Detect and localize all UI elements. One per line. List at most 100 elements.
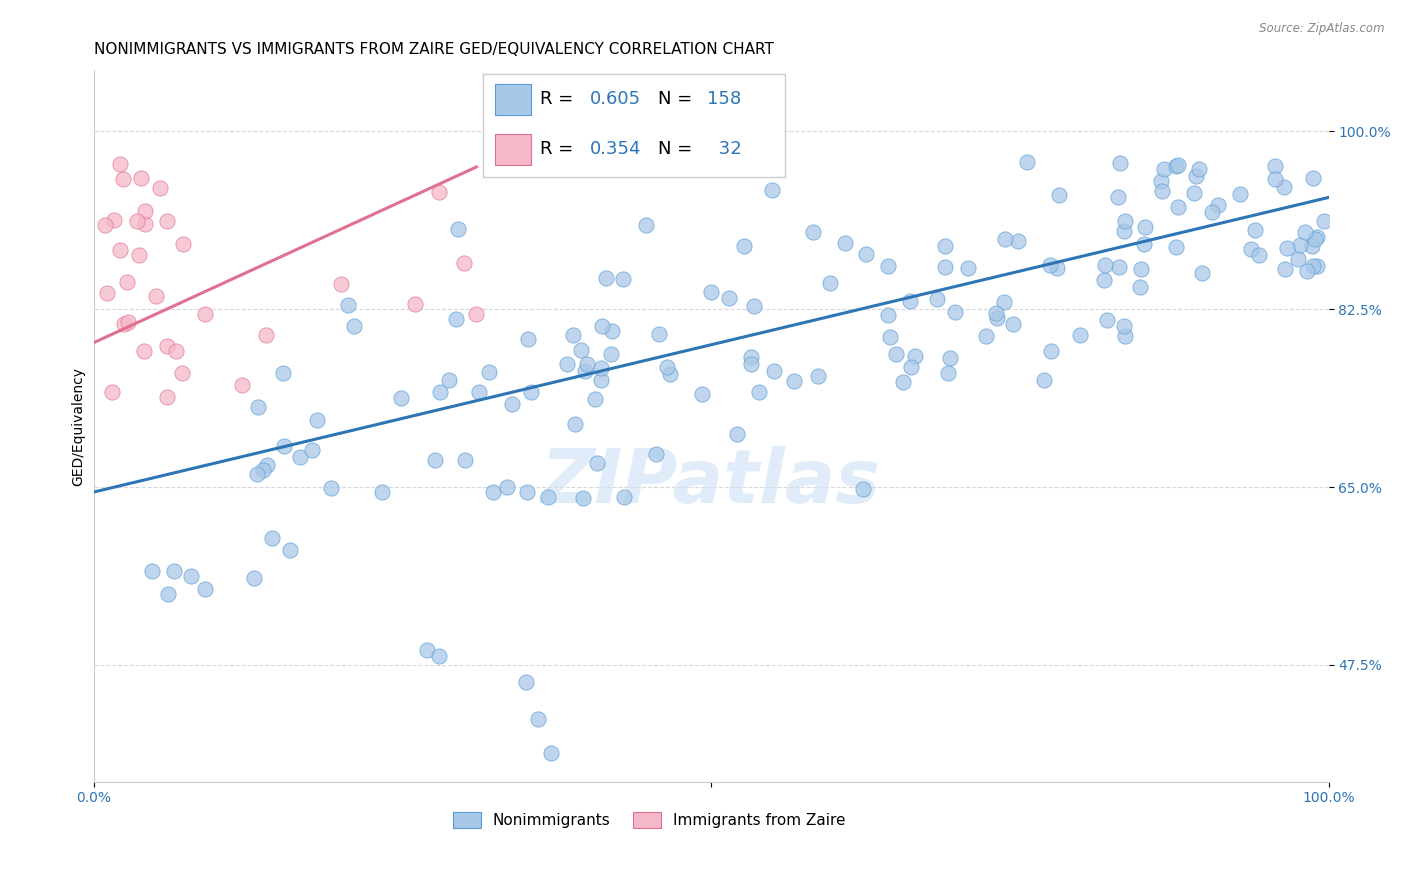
Point bbox=[342, 319, 364, 334]
Point bbox=[231, 378, 253, 392]
Text: ZIPatlas: ZIPatlas bbox=[541, 446, 882, 519]
Point bbox=[1272, 180, 1295, 194]
Point bbox=[527, 712, 550, 726]
Point bbox=[501, 397, 523, 411]
Point bbox=[591, 318, 613, 333]
Point bbox=[172, 366, 194, 380]
Point bbox=[761, 183, 783, 197]
Point bbox=[112, 317, 135, 331]
Point bbox=[1240, 242, 1263, 256]
Point bbox=[1188, 162, 1211, 177]
Point bbox=[877, 308, 900, 322]
Point bbox=[986, 311, 1008, 326]
Point bbox=[149, 180, 172, 194]
Point bbox=[243, 571, 266, 585]
Point bbox=[1264, 159, 1286, 173]
Point bbox=[690, 387, 713, 401]
Point bbox=[301, 443, 323, 458]
Point bbox=[389, 392, 412, 406]
Point bbox=[1108, 155, 1130, 169]
Point bbox=[884, 347, 907, 361]
Point bbox=[252, 463, 274, 477]
Point bbox=[748, 384, 770, 399]
Point bbox=[648, 326, 671, 341]
Point bbox=[1107, 190, 1129, 204]
Point bbox=[156, 214, 179, 228]
Point bbox=[733, 238, 755, 252]
Point bbox=[1286, 252, 1309, 266]
Point bbox=[110, 157, 132, 171]
Point bbox=[718, 291, 741, 305]
Point bbox=[515, 675, 537, 690]
Point bbox=[879, 329, 901, 343]
Point bbox=[1294, 226, 1316, 240]
Point bbox=[1167, 158, 1189, 172]
Point bbox=[516, 485, 538, 500]
Point bbox=[925, 292, 948, 306]
Point bbox=[1164, 240, 1187, 254]
Point bbox=[1108, 260, 1130, 274]
Point bbox=[256, 327, 278, 342]
Point bbox=[429, 186, 451, 200]
Point bbox=[1150, 174, 1173, 188]
Point bbox=[101, 385, 124, 400]
Point bbox=[655, 359, 678, 374]
Point bbox=[898, 293, 921, 308]
Point bbox=[939, 351, 962, 365]
Point bbox=[1095, 313, 1118, 327]
Point bbox=[934, 260, 956, 274]
Point bbox=[288, 450, 311, 464]
Point bbox=[904, 349, 927, 363]
Point bbox=[319, 481, 342, 495]
Point bbox=[852, 482, 875, 496]
Point bbox=[1206, 197, 1229, 211]
Point bbox=[478, 365, 501, 379]
Point bbox=[571, 343, 593, 358]
Point bbox=[1114, 224, 1136, 238]
Point bbox=[1182, 186, 1205, 201]
Point bbox=[1133, 220, 1156, 235]
Point bbox=[180, 569, 202, 583]
Point bbox=[165, 343, 187, 358]
Y-axis label: GED/Equivalency: GED/Equivalency bbox=[72, 367, 86, 485]
Point bbox=[1264, 171, 1286, 186]
Point bbox=[589, 361, 612, 376]
Point bbox=[454, 453, 477, 467]
Point bbox=[134, 217, 156, 231]
Point bbox=[984, 306, 1007, 320]
Point bbox=[446, 222, 468, 236]
Point bbox=[128, 248, 150, 262]
Point bbox=[425, 453, 447, 467]
Point bbox=[612, 271, 634, 285]
Point bbox=[96, 285, 118, 300]
Point bbox=[744, 299, 766, 313]
Point bbox=[156, 339, 179, 353]
Point bbox=[613, 490, 636, 504]
Point bbox=[893, 375, 915, 389]
Point bbox=[936, 367, 959, 381]
Legend: Nonimmigrants, Immigrants from Zaire: Nonimmigrants, Immigrants from Zaire bbox=[447, 806, 852, 835]
Point bbox=[600, 347, 623, 361]
Point bbox=[1191, 267, 1213, 281]
Point bbox=[516, 332, 538, 346]
Point bbox=[555, 357, 578, 371]
Point bbox=[1274, 261, 1296, 276]
Point bbox=[1069, 327, 1091, 342]
Point bbox=[437, 373, 460, 387]
Point bbox=[273, 439, 295, 453]
Point bbox=[256, 458, 278, 472]
Point bbox=[1152, 185, 1174, 199]
Point bbox=[595, 270, 617, 285]
Point bbox=[132, 343, 155, 358]
Point bbox=[1295, 264, 1317, 278]
Point bbox=[1039, 344, 1062, 359]
Point bbox=[576, 357, 599, 371]
Point bbox=[1007, 234, 1029, 248]
Point bbox=[112, 172, 135, 186]
Point bbox=[1306, 229, 1329, 244]
Point bbox=[877, 260, 900, 274]
Point bbox=[1229, 187, 1251, 202]
Point bbox=[1302, 259, 1324, 273]
Point bbox=[1247, 248, 1270, 262]
Point bbox=[1244, 223, 1267, 237]
